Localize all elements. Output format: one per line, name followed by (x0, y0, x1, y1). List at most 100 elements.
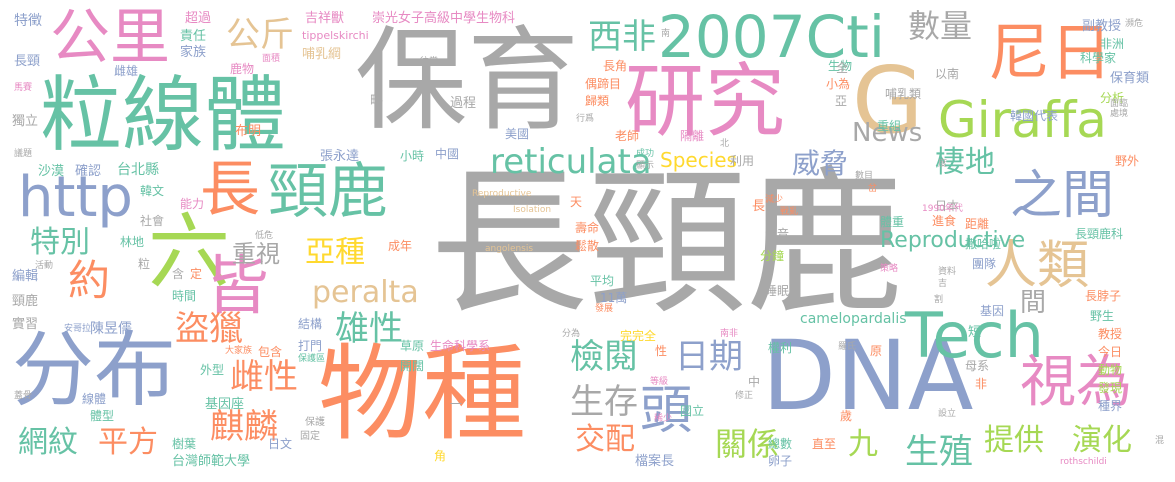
word: 長頸鹿科 (1075, 227, 1124, 241)
word: Reproductive (880, 228, 1026, 253)
word: 鬆散 (575, 239, 600, 253)
word: 副教授 (1082, 19, 1122, 34)
word: 間 (1020, 288, 1047, 318)
word: 卵子 (768, 454, 793, 468)
word: 頸鹿 (12, 294, 39, 309)
word: 雌雄 (114, 64, 139, 78)
word: 中國 (435, 147, 460, 161)
word: 九 (848, 427, 878, 462)
word: 隔離 (680, 129, 705, 143)
word: 視為 (1020, 350, 1132, 415)
word: 編輯 (12, 269, 39, 284)
word: 野生 (1090, 309, 1115, 323)
word: 長角 (603, 59, 628, 73)
word: 社會 (140, 214, 165, 228)
word: 人類 (985, 236, 1090, 296)
word: 粒線體 (40, 68, 287, 163)
word: 略 (370, 94, 384, 109)
word: Species (660, 148, 737, 172)
word: 直至 (812, 437, 837, 451)
word: peralta (312, 275, 419, 310)
word: 基因座 (205, 397, 245, 412)
word: 生殖 (905, 432, 973, 472)
word: 設立 (938, 409, 957, 419)
word: 日期 (675, 337, 743, 377)
word: 包含 (258, 345, 283, 359)
word: 生存 (570, 382, 638, 422)
word: 西非 (588, 17, 656, 57)
word: 權利 (768, 341, 793, 355)
word: 國立 (680, 404, 705, 418)
word: 數目 (855, 171, 874, 181)
word: 羅氏 (838, 342, 857, 352)
word: 母系 (965, 359, 990, 373)
word: 韓國代表 (1010, 109, 1059, 123)
word: 吉 (938, 279, 948, 289)
word: 度 (938, 159, 948, 169)
word: 亞種 (305, 235, 365, 270)
word: 分為 (562, 329, 581, 339)
word: 短 (968, 325, 982, 340)
word: 威脅 (792, 147, 849, 180)
word: 南非 (720, 329, 739, 339)
word: 雄性 (335, 309, 403, 349)
word: 尼日 (988, 16, 1113, 89)
word: 發現 (1098, 381, 1123, 395)
word: 大家族 (225, 346, 253, 356)
word: camelopardalis (800, 311, 907, 327)
word: 修正 (735, 391, 754, 401)
word: 外型 (200, 363, 225, 377)
word: 草原 (400, 339, 425, 353)
word: 成年 (388, 239, 413, 253)
word: 吉祥獸 (305, 11, 345, 26)
word: 1990年代 (922, 204, 963, 214)
word: 林地 (120, 235, 145, 249)
word: 美國 (505, 127, 530, 141)
word: 天 (570, 195, 583, 209)
word: 鹿物 (230, 62, 255, 76)
word: 亞 (835, 94, 848, 108)
word: 平均 (590, 274, 615, 288)
word: 11萬 (600, 291, 628, 305)
word: 顯示 (636, 161, 655, 171)
word: 安哥拉 (64, 324, 92, 334)
word: 發音 (765, 227, 790, 241)
word: 進食 (932, 214, 957, 228)
word: 關係 (715, 425, 780, 463)
word: 崇光女子高級中學生物科 (372, 11, 516, 26)
word: 非洲 (1100, 37, 1125, 51)
word: 議題 (14, 149, 33, 159)
word: 結構 (298, 317, 323, 331)
word: 特徵 (14, 13, 42, 29)
word: 科學家 (1080, 51, 1117, 65)
word: 小為 (826, 77, 851, 91)
word: 歲 (840, 409, 853, 423)
word: 公斤 (226, 15, 294, 55)
word: 以南 (935, 67, 960, 81)
word: 偶蹄目 (585, 77, 622, 91)
word: 活動 (35, 261, 54, 271)
word: 保育 (355, 16, 579, 146)
word: 發展 (595, 304, 614, 314)
word: 日本 (935, 199, 960, 213)
word: 日文 (268, 437, 293, 451)
word: 生命科學系 (430, 339, 491, 353)
word: 完完全 (620, 329, 657, 343)
word: 資料 (938, 267, 957, 277)
word: 打門 (298, 339, 323, 353)
word: 面臨 (1110, 99, 1129, 109)
word: G (852, 47, 924, 154)
word: 撒哈啦 (965, 237, 1002, 251)
word: 責任 (180, 29, 207, 44)
word: 長 (200, 155, 260, 225)
word: News (852, 118, 923, 148)
word: 成功 (636, 149, 655, 159)
word: 台灣師範大學 (172, 454, 251, 469)
word: 體重 (880, 215, 905, 229)
word: 獨立 (12, 114, 39, 129)
word: 演化 (1072, 423, 1132, 458)
word: 實習 (12, 317, 39, 332)
word: 台北縣 (117, 162, 159, 178)
word: 交配 (575, 422, 635, 457)
